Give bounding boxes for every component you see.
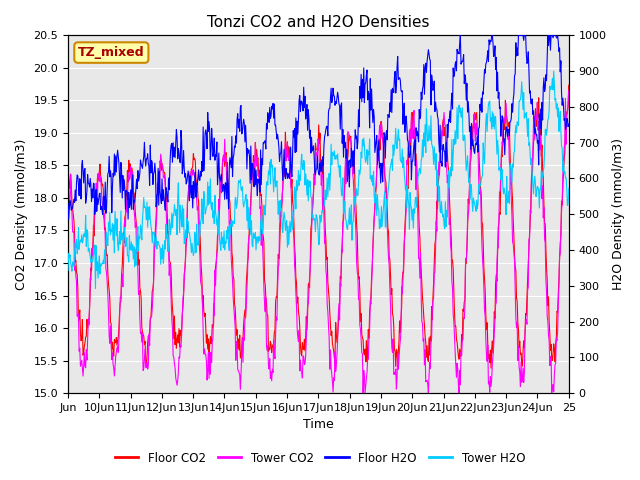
Title: Tonzi CO2 and H2O Densities: Tonzi CO2 and H2O Densities [207, 15, 429, 30]
Text: TZ_mixed: TZ_mixed [78, 46, 145, 59]
X-axis label: Time: Time [303, 419, 333, 432]
Legend: Floor CO2, Tower CO2, Floor H2O, Tower H2O: Floor CO2, Tower CO2, Floor H2O, Tower H… [110, 447, 530, 469]
Y-axis label: CO2 Density (mmol/m3): CO2 Density (mmol/m3) [15, 139, 28, 290]
Y-axis label: H2O Density (mmol/m3): H2O Density (mmol/m3) [612, 138, 625, 290]
